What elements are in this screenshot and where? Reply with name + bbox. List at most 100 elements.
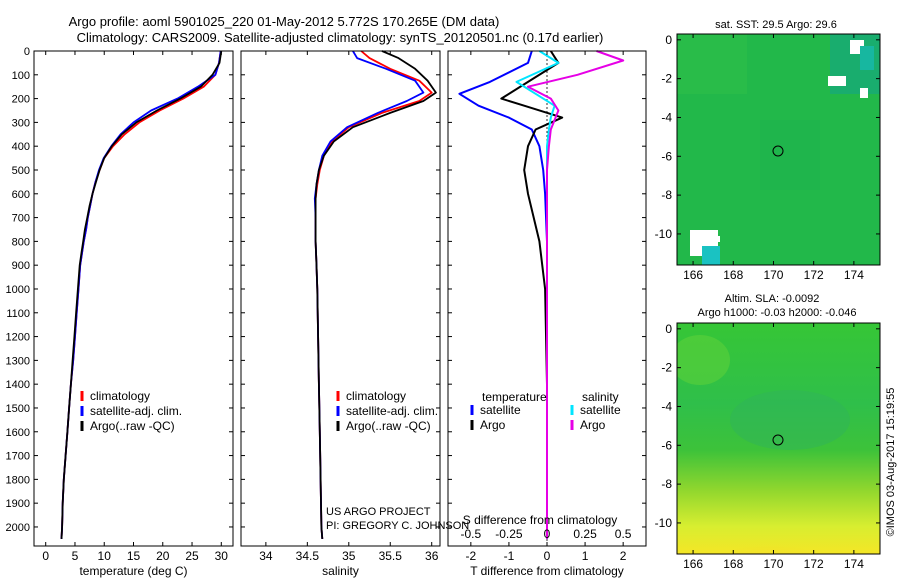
y-tick-label: 1400	[6, 379, 30, 391]
series-line-0	[458, 50, 548, 539]
x-tick-label: 34.5	[296, 549, 320, 563]
timestamp: ©IMOS 03-Aug-2017 15:19:55	[885, 388, 897, 537]
y-tick-label: 0	[24, 46, 30, 58]
figure-title-line1: Argo profile: aoml 5901025_220 01-May-20…	[69, 14, 500, 29]
sst-map: 166 168 170 172 174 0 -2 -4 -6 -8 -10	[655, 33, 881, 282]
map-x-tick-label: 174	[844, 268, 864, 282]
sst-map-missing-patch	[712, 236, 720, 242]
x-tick-label: 25	[185, 549, 199, 563]
x-tick-label: 30	[215, 549, 229, 563]
legend-label: climatology	[90, 389, 150, 403]
map-y-tick-label: -2	[661, 72, 672, 86]
sst-map-patch	[860, 46, 874, 70]
y-tick-label: 400	[12, 141, 30, 153]
argo-location-marker	[772, 434, 784, 446]
x-tick-label-top: 0.25	[573, 527, 597, 541]
y-tick-label: 1100	[6, 308, 30, 320]
legend-group-title: salinity	[582, 390, 619, 404]
legend-label: climatology	[346, 389, 406, 403]
temperature-panel: 0100200300400500600700800900100011001200…	[6, 46, 234, 578]
x-tick-label: 20	[156, 549, 170, 563]
series-line-2	[60, 50, 223, 539]
y-tick-label: 500	[12, 165, 30, 177]
map-y-tick-label: -4	[661, 110, 672, 124]
y-tick-label: 700	[12, 213, 30, 225]
sla-map-title: Altim. SLA: -0.0092	[725, 293, 820, 305]
map-x-tick-label: 168	[723, 268, 743, 282]
sst-map-missing-patch	[828, 76, 846, 86]
difference-panel: -2 -1 0 1 2T difference from climatology -0.5…	[447, 50, 647, 578]
y-tick-label: 1000	[6, 284, 30, 296]
credit-project: US ARGO PROJECT	[326, 506, 431, 518]
y-tick-label: 100	[12, 70, 30, 82]
x-axis-label-top: S difference from climatology	[463, 513, 618, 527]
sla-map-patch	[730, 390, 850, 450]
legend-label: satellite	[580, 403, 621, 417]
map-x-tick-label: 170	[763, 268, 783, 282]
y-tick-label: 1700	[6, 451, 30, 463]
legend-group-title: temperature	[482, 390, 547, 404]
map-y-tick-label: -10	[655, 227, 673, 241]
map-x-tick-label: 170	[763, 557, 783, 571]
map-y-tick-label: -6	[661, 438, 672, 452]
x-tick-label: 35	[342, 549, 356, 563]
series-line-0	[314, 50, 433, 539]
y-tick-label: 200	[12, 94, 30, 106]
y-tick-label: 1500	[6, 403, 30, 415]
map-y-tick-label: -8	[661, 477, 672, 491]
y-tick-label: 2000	[6, 522, 30, 534]
legend-label: satellite	[480, 403, 521, 417]
figure-title-line2: Climatology: CARS2009. Satellite-adjuste…	[77, 30, 604, 45]
x-tick-label: 35.5	[379, 549, 403, 563]
x-tick-label: 1	[582, 549, 589, 563]
map-y-tick-label: 0	[665, 322, 672, 336]
sst-map-patch	[702, 246, 720, 265]
sla-map-patch	[710, 520, 830, 554]
map-x-tick-label: 174	[844, 557, 864, 571]
sla-map-subtitle: Argo h1000: -0.03 h2000: -0.046	[697, 307, 856, 319]
salinity-panel: 34 34.5 35 35.5 36 salinity climatologysatelli…	[240, 50, 441, 578]
y-tick-label: 1300	[6, 355, 30, 367]
y-tick-label: 300	[12, 117, 30, 129]
map-frame	[676, 322, 881, 555]
x-axis-label: T difference from climatology	[470, 564, 624, 578]
x-tick-label: 5	[72, 549, 79, 563]
legend-label: Argo(..raw -QC)	[346, 419, 431, 433]
sla-map: 166 168 170 172 174 0 -2 -4 -6 -8 -10	[655, 322, 881, 571]
sst-map-patch	[677, 34, 747, 94]
sst-map-patch	[760, 120, 820, 190]
series-line-1	[60, 50, 222, 539]
map-y-tick-label: -2	[661, 361, 672, 375]
plot-frame	[240, 50, 441, 547]
x-axis-label: salinity	[322, 564, 359, 578]
sla-map-patch	[677, 335, 730, 385]
map-x-tick-label: 168	[723, 557, 743, 571]
legend-label: satellite-adj. clim.	[90, 404, 182, 418]
series-line-0	[60, 50, 222, 539]
x-tick-label: -2	[466, 549, 477, 563]
legend-label: Argo	[580, 418, 606, 432]
x-tick-label: 10	[98, 549, 112, 563]
y-tick-label: 1200	[6, 332, 30, 344]
y-tick-label: 900	[12, 260, 30, 272]
sst-map-missing-patch	[860, 88, 868, 98]
x-tick-label-top: 0	[544, 527, 551, 541]
x-tick-label: -1	[504, 549, 515, 563]
legend-label: satellite-adj. clim.	[346, 404, 438, 418]
map-x-tick-label: 172	[804, 268, 824, 282]
argo-location-marker	[772, 145, 784, 157]
map-x-tick-label: 172	[804, 557, 824, 571]
x-tick-label-top: 0.5	[615, 527, 632, 541]
series-line-3	[527, 50, 625, 539]
x-tick-label: 0	[544, 549, 551, 563]
y-tick-label: 600	[12, 189, 30, 201]
credit-pi: PI: GREGORY C. JOHNSON	[326, 520, 469, 532]
y-tick-label: 1800	[6, 474, 30, 486]
y-tick-label: 1900	[6, 498, 30, 510]
y-tick-label: 800	[12, 236, 30, 248]
legend-label: Argo(..raw -QC)	[90, 419, 175, 433]
map-y-tick-label: 0	[665, 33, 672, 47]
series-line-1	[313, 50, 425, 539]
x-tick-label: 0	[42, 549, 49, 563]
x-axis-label: temperature (deg C)	[79, 564, 187, 578]
